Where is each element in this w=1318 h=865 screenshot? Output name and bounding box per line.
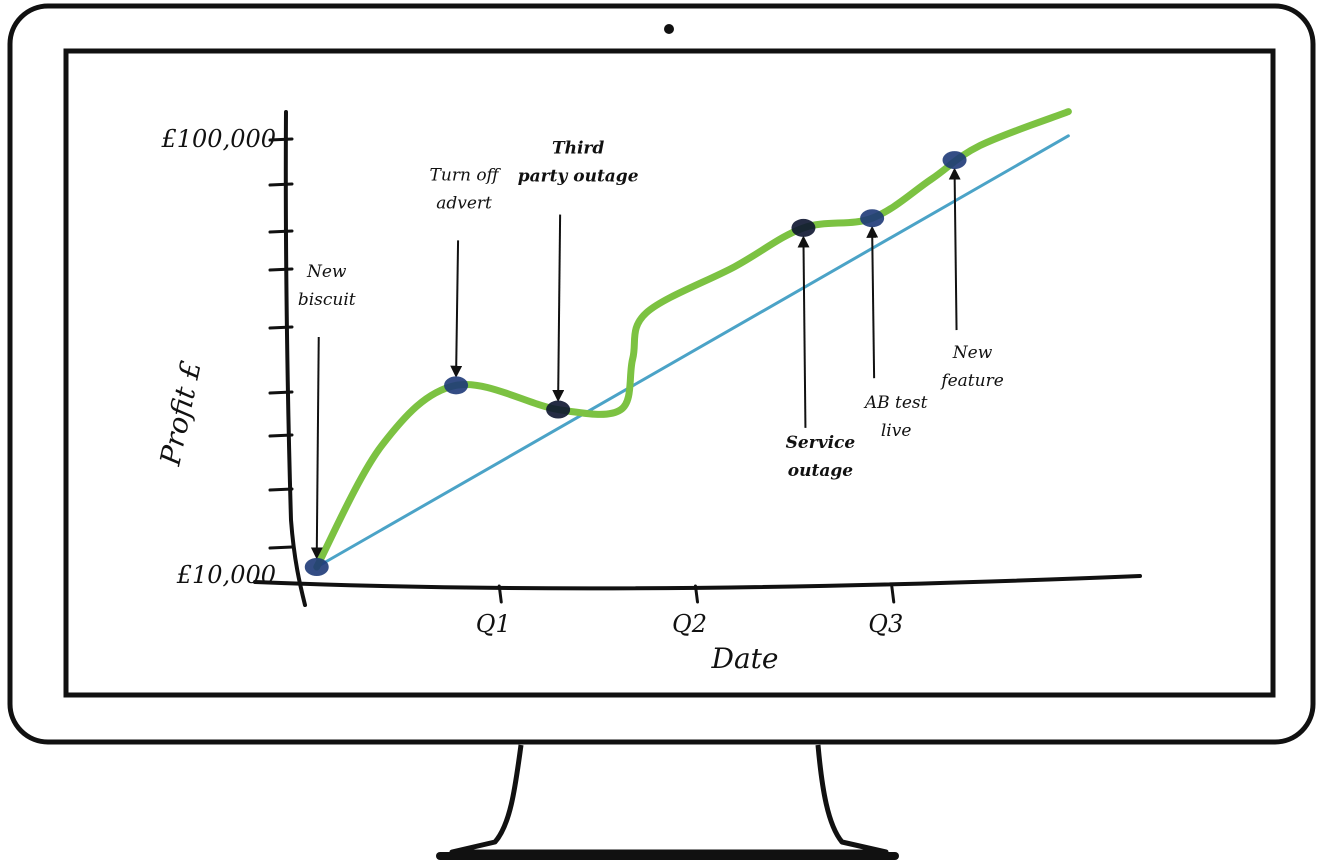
y-tick-labels: £10,000 £100,000 (160, 125, 276, 589)
y-tick-label: £100,000 (160, 125, 276, 153)
event-arrow (948, 167, 961, 331)
event-label: outage (788, 461, 853, 481)
event-marker (791, 218, 816, 237)
event-label: biscuit (298, 290, 356, 310)
event-label: feature (939, 371, 1003, 391)
x-axis (253, 574, 1142, 591)
y-tick-mark (268, 545, 294, 550)
y-tick-mark (268, 390, 294, 395)
y-tick-mark (268, 229, 294, 234)
event-label: AB test (863, 393, 928, 413)
event-arrow (310, 336, 323, 560)
x-tick-label: Q3 (868, 610, 903, 638)
x-tick-mark (497, 584, 503, 604)
event-label: Turn off (430, 165, 502, 185)
events-layer: New biscuit Turn off advert Third party outag… (298, 139, 1004, 576)
x-tick-labels: Q1 Q2 Q3 (476, 610, 903, 638)
event-marker (860, 209, 885, 228)
x-axis-tick-marks (497, 584, 896, 604)
event-label: live (881, 421, 912, 441)
event-arrow (866, 225, 879, 379)
event-label: Service (786, 433, 856, 453)
y-tick-mark (268, 487, 294, 492)
series-line-actual (313, 108, 1072, 571)
x-tick-mark (694, 584, 699, 604)
event-label: New (306, 262, 347, 282)
event-arrow (797, 235, 810, 428)
x-tick-label: Q2 (672, 610, 707, 638)
profit-chart: New biscuit Turn off advert Third party outag… (153, 108, 1142, 675)
x-tick-mark (890, 584, 896, 604)
y-tick-mark (268, 267, 294, 272)
event-marker (546, 400, 571, 419)
event-label: New (952, 343, 993, 363)
y-axis (283, 110, 307, 607)
y-tick-mark (268, 433, 294, 438)
monitor-stand (449, 744, 889, 855)
y-tick-mark (268, 325, 294, 330)
y-axis-ticks (268, 137, 294, 550)
event-arrow (552, 214, 565, 402)
y-tick-mark (268, 182, 294, 187)
y-tick-mark (268, 137, 294, 142)
series-line-trend (315, 134, 1070, 569)
event-arrow (450, 240, 463, 378)
event-label: party outage (518, 167, 639, 187)
x-axis-title: Date (711, 642, 779, 675)
event-marker (942, 151, 967, 170)
y-tick-label: £10,000 (176, 561, 276, 589)
event-marker (444, 376, 469, 395)
webcam-dot (664, 24, 674, 34)
event-label: Third (552, 139, 604, 159)
x-tick-label: Q1 (476, 610, 511, 638)
event-marker (304, 558, 329, 576)
event-label: advert (436, 193, 492, 213)
series-layer (313, 108, 1072, 571)
